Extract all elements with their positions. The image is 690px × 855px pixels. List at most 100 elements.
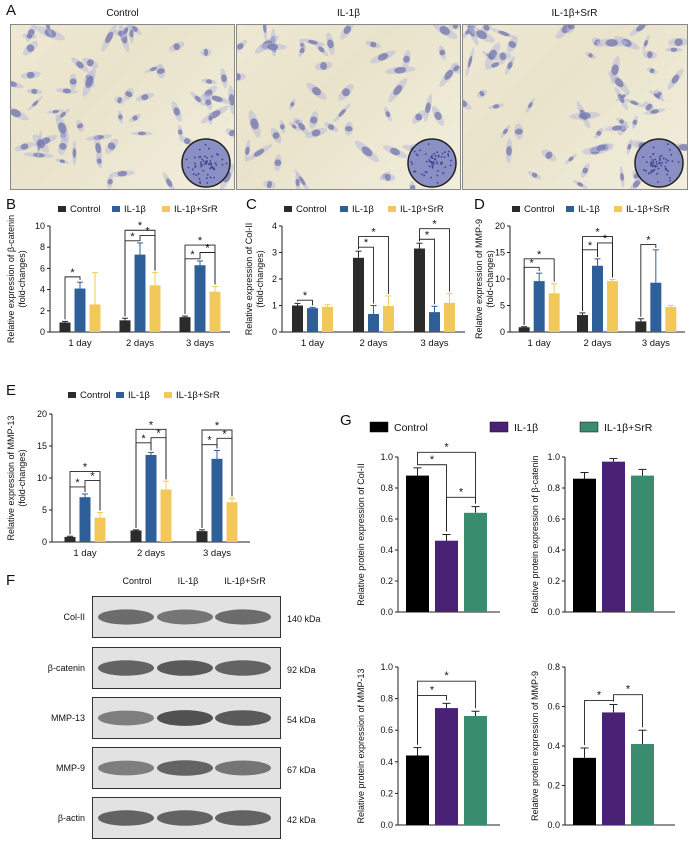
cell-nucleus [619, 119, 624, 124]
cell-nucleus [342, 88, 350, 97]
blot-col-control: Control [122, 576, 152, 586]
dish-speckle [414, 170, 417, 173]
y-tick-label: 0.4 [547, 545, 560, 555]
legend-label: IL-1β+SrR [176, 390, 220, 401]
significance-marker: * [588, 240, 593, 252]
bar [59, 322, 71, 332]
dish-speckle [449, 164, 452, 167]
cell-nucleus [650, 109, 659, 114]
blot-band [157, 609, 213, 625]
bar [464, 715, 487, 825]
bar [607, 281, 618, 332]
significance-marker: * [205, 243, 210, 255]
dish-speckle [440, 155, 443, 158]
bar [211, 458, 223, 542]
blot-band [157, 660, 213, 676]
cell-nucleus [394, 67, 407, 74]
dish-speckle [436, 151, 439, 154]
dish-speckle [652, 153, 655, 155]
cell-nucleus [26, 33, 33, 39]
y-tick-label: 0 [42, 537, 47, 547]
bar [196, 531, 208, 542]
cell-nucleus [483, 25, 490, 31]
cell-nucleus [499, 52, 507, 61]
cell-nucleus [31, 88, 38, 94]
cell-nucleus [545, 151, 553, 159]
legend-label: Control [80, 390, 111, 401]
dish-speckle [410, 160, 413, 163]
cell-nucleus [318, 46, 325, 53]
dish-speckle [653, 168, 656, 171]
significance-marker: * [156, 428, 161, 440]
dish-speckle [209, 176, 212, 179]
dish-speckle [208, 162, 211, 165]
y-axis-label: (fold-changes) [17, 449, 27, 507]
legend-swatch [614, 206, 622, 212]
dish-speckle [426, 160, 428, 163]
cell-nucleus [59, 142, 67, 150]
dish-speckle [199, 155, 202, 158]
dish-speckle [657, 167, 660, 170]
dish-speckle [225, 162, 228, 165]
blot-band [98, 760, 154, 776]
cell-nucleus [52, 109, 60, 114]
bar [602, 461, 625, 612]
bar [160, 489, 172, 542]
y-tick-label: 0.0 [380, 607, 393, 617]
dish-speckle [655, 163, 658, 166]
cell-nucleus [107, 142, 116, 150]
cell-nucleus [95, 142, 102, 154]
bar [435, 708, 458, 825]
legend-label: IL-1β [124, 204, 146, 215]
significance-marker: * [597, 690, 602, 702]
significance-marker: * [215, 420, 220, 432]
legend-swatch [566, 206, 574, 212]
micrograph-label-il1b: IL-1β [337, 8, 360, 19]
legend-swatch [284, 206, 292, 212]
cell-nucleus [272, 132, 280, 139]
cell-nucleus [183, 138, 191, 145]
cell-nucleus [274, 159, 282, 167]
cell-nucleus [229, 129, 234, 137]
dish-speckle [443, 156, 446, 158]
significance-bracket [417, 451, 476, 504]
dish-speckle [654, 165, 657, 168]
cell-nucleus [69, 78, 77, 85]
significance-marker: * [444, 670, 449, 682]
significance-marker: * [430, 684, 435, 696]
y-tick-label: 0.0 [547, 607, 560, 617]
blot-kda-mmp9: 67 kDa [287, 765, 316, 775]
dish-speckle [437, 170, 439, 172]
dish-speckle [207, 163, 210, 166]
dish-speckle [428, 159, 431, 161]
dish-speckle [665, 161, 667, 164]
y-tick-label: 0 [272, 327, 277, 337]
cell-nucleus [45, 25, 50, 30]
dish-speckle [431, 157, 434, 160]
dish-speckle [668, 149, 671, 151]
cell-nucleus [59, 159, 66, 163]
dish-speckle [655, 160, 658, 163]
dish-speckle [191, 168, 194, 171]
bar [577, 315, 588, 332]
blot-band [98, 810, 154, 826]
cell-nucleus [125, 91, 133, 98]
bar [631, 744, 654, 825]
significance-marker: * [90, 471, 95, 483]
significance-marker: * [207, 435, 212, 447]
cell-nucleus [343, 25, 352, 34]
legend-swatch [369, 421, 389, 433]
cell-nucleus [59, 111, 66, 118]
bar [414, 248, 425, 332]
dish-speckle [213, 176, 215, 179]
dish-speckle [206, 156, 208, 159]
dish-speckle [659, 159, 661, 162]
cell-nucleus [36, 139, 46, 149]
micrograph-il1b [236, 24, 461, 190]
cell-nucleus [178, 129, 183, 135]
dish-speckle [209, 160, 212, 162]
cell-nucleus [385, 111, 391, 118]
cell-nucleus [645, 103, 653, 111]
panel-letter-d: D [474, 196, 485, 213]
cell-nucleus [237, 43, 244, 50]
